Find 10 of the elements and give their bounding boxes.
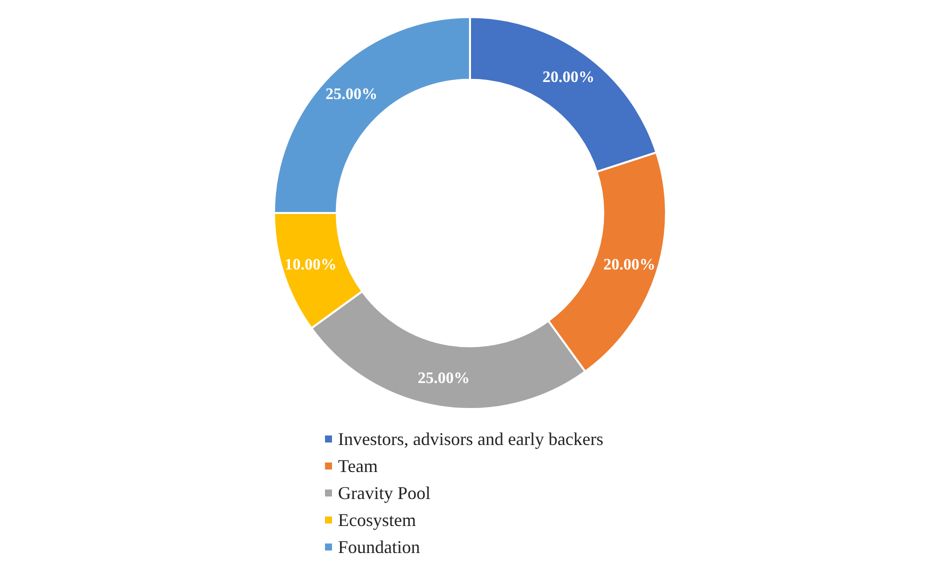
data-label: 25.00% <box>418 370 470 388</box>
legend-label: Foundation <box>338 537 420 557</box>
legend-label: Team <box>338 456 378 476</box>
legend-label: Gravity Pool <box>338 483 430 503</box>
legend-label: Ecosystem <box>338 510 416 530</box>
data-label: 25.00% <box>325 86 378 103</box>
legend-label: Investors, advisors and early backers <box>338 429 604 449</box>
data-label: 20.00% <box>542 68 595 86</box>
data-label: 20.00% <box>603 256 656 274</box>
data-label: 10.00% <box>284 256 337 274</box>
